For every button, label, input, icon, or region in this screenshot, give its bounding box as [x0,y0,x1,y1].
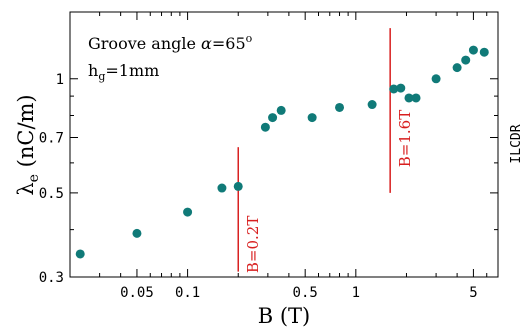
data-point [335,102,345,112]
data-points [75,45,489,259]
data-point [404,93,414,103]
field-marker-lines: B=0.2T B=1.6T [237,28,414,273]
data-point [132,228,142,238]
y-axis-label: λe (nC/m) [14,94,42,195]
y-tick-label: 1 [56,72,64,88]
axis-ticks [70,12,499,278]
data-point [411,93,421,103]
data-point [431,74,441,84]
x-tick-label: 0.1 [175,285,200,301]
x-tick-label: 0.5 [293,285,318,301]
x-tick-label: 0.05 [120,285,154,301]
data-point [479,47,489,57]
x-tick-label: 5 [469,285,477,301]
annotation-groove-height: hg=1mm [88,61,159,83]
data-point [468,45,478,55]
data-point [268,113,278,123]
side-label: ILCDR [509,124,524,163]
annotation-groove-angle: Groove angle α=65o [88,32,253,53]
data-point [452,63,462,73]
data-point [233,181,243,191]
data-point [217,183,227,193]
data-point [367,100,377,110]
plot-frame [69,11,499,278]
data-point [396,83,406,93]
x-axis-label: B (T) [258,304,311,328]
field-marker-label: B=1.6T [396,110,414,167]
y-tick-label: 0.5 [39,186,64,202]
data-point [276,105,286,115]
tick-labels: 0.05 0.1 0.5 1 5 0.3 0.5 0.7 1 [39,72,478,301]
y-tick-label: 0.3 [39,270,64,286]
field-marker-label: B=0.2T [244,216,262,273]
data-point [307,113,317,123]
y-tick-label: 0.7 [39,130,64,146]
data-point [461,55,471,65]
data-point [183,207,193,217]
x-tick-label: 1 [352,285,360,301]
data-point [389,84,399,94]
data-point [260,122,270,132]
data-point [75,249,85,259]
